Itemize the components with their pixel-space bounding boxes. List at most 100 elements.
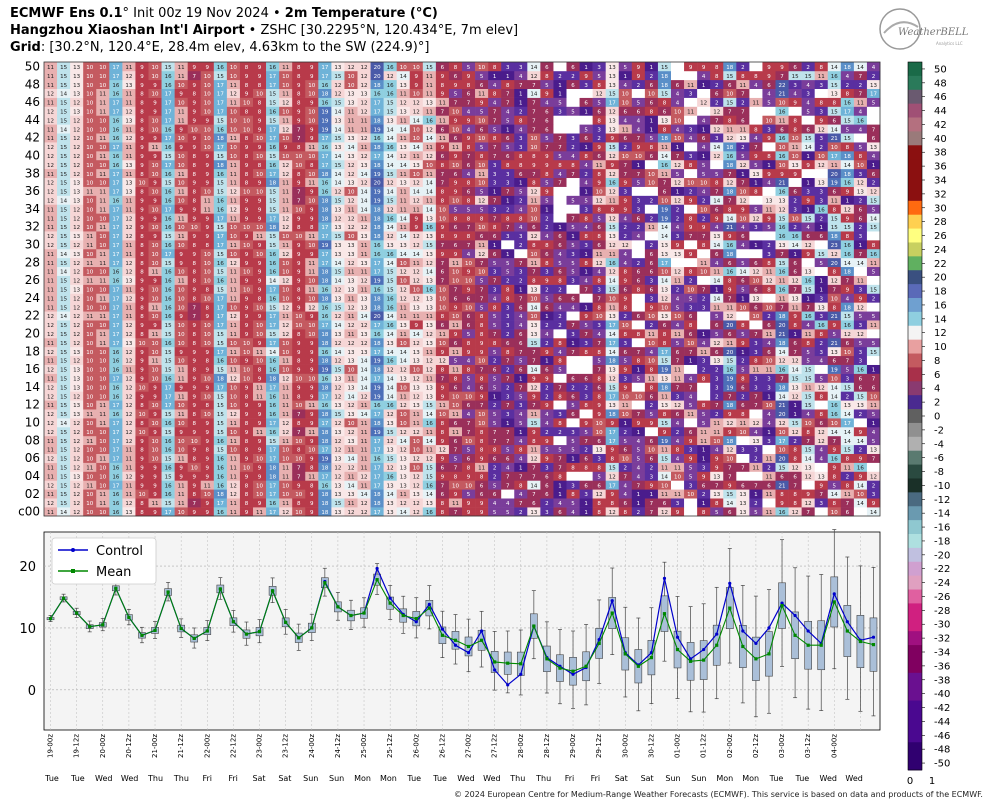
heatmap-cell-label: 15 [831,216,838,222]
heatmap-cell-label: 4 [558,501,562,507]
heatmap-cell [448,453,463,463]
heatmap-cell-label: 1 [545,207,549,213]
heatmap-cell-label: 11 [125,252,132,258]
heatmap-cell [305,489,319,499]
heatmap-cell-label: 8 [663,332,667,338]
heatmap-cell-label: 1 [676,190,680,196]
heatmap-cell-label: 12 [347,305,354,311]
heatmap-cell-label: 15 [779,466,786,472]
heatmap-cell-label: 11 [648,377,655,383]
heatmap-cell-label: 10 [400,279,407,285]
heatmap-cell-label: 12 [752,270,759,276]
heatmap-cell-label: 8 [245,501,249,507]
heatmap-cell-label: 19 [831,181,838,187]
heatmap-cell-label: 12 [47,368,54,374]
heatmap-cell-label: 10 [739,190,746,196]
heatmap-cell-label: 15 [609,225,616,231]
heatmap-cell [187,364,202,374]
heatmap-cell [527,462,541,472]
heatmap-cell-label: 9 [258,448,262,454]
heatmap-cell [305,471,319,481]
heatmap-cell-label: 7 [493,439,497,445]
heatmap-cell-label: 15 [217,225,224,231]
heatmap-cell-label: 3 [571,430,575,436]
heatmap-cell [57,426,71,437]
heatmap-cell-label: 6 [519,332,523,338]
heatmap-cell-label: 12 [125,412,132,418]
heatmap-cell [840,507,855,517]
heatmap-cell [710,409,724,419]
heatmap-cell-label: 7 [833,439,837,445]
heatmap-cell-label: 10 [230,394,237,400]
heatmap-cell [135,453,149,463]
heatmap-cell [644,373,659,383]
heatmap-cell-label: 6 [846,510,850,516]
heatmap-cell-label: 17 [112,341,119,347]
heatmap-cell-label: 5 [558,368,562,374]
heatmap-cell-label: 12 [334,190,341,196]
heatmap-cell-label: 14 [413,190,420,196]
heatmap-cell [213,391,228,401]
heatmap-cell-label: 11 [230,457,237,463]
heatmap-cell [239,409,254,419]
heatmap-cell-label: 16 [217,483,224,489]
heatmap-cell-label: 8 [637,332,641,338]
heatmap-cell-label: 8 [454,216,458,222]
heatmap-cell-label: 7 [532,350,536,356]
heatmap-cell [383,444,397,454]
heatmap-cell-label: 6 [597,243,601,249]
heatmap-cell-label: 1 [741,350,745,356]
heatmap-cell-label: 15 [426,466,433,472]
heatmap-cell-label: 10 [152,252,159,258]
heatmap-cell-label: 15 [805,216,812,222]
heatmap-cell-label: 5 [545,296,549,302]
heatmap-cell-label: 10 [86,394,93,400]
heatmap-cell-label: 5 [506,448,510,454]
heatmap-cell [396,391,411,401]
heatmap-cell-label: 9 [310,216,314,222]
heatmap-cell-label: 10 [413,368,420,374]
heatmap-cell [514,444,528,454]
heatmap-cell-label: 12 [361,474,368,480]
heatmap-cell-label: 12 [230,314,237,320]
heatmap-cell-label: 3 [493,181,497,187]
heatmap-cell-label: 10 [831,421,838,427]
heatmap-cell [279,391,293,401]
heatmap-cell-label: 12 [125,350,132,356]
heatmap-cell-label: 9 [728,287,732,293]
heatmap-cell [540,409,554,419]
heatmap-cell-label: 17 [165,207,172,213]
heatmap-cell [475,507,489,517]
heatmap-cell [57,480,71,490]
heatmap-cell-label: 0 [637,296,641,302]
heatmap-cell-label: 16 [165,466,172,472]
heatmap-cell-label: 16 [217,261,224,267]
heatmap-cell [174,507,188,517]
heatmap-cell [279,480,293,490]
heatmap-cell [566,418,580,428]
heatmap-cell [775,444,789,454]
heatmap-cell-label: 9 [297,341,301,347]
heatmap-cell [266,453,280,463]
heatmap-cell-label: 10 [243,190,250,196]
heatmap-cell [83,462,97,472]
heatmap-cell-label: 8 [140,421,144,427]
heatmap-cell-label: 10 [256,359,263,365]
heatmap-cell-label: 13 [413,359,420,365]
heatmap-cell-label: 7 [506,430,510,436]
heatmap-cell [226,498,241,508]
heatmap-cell [253,391,267,401]
heatmap-cell-label: 10 [178,448,185,454]
heatmap-cell-label: 11 [99,421,106,427]
heatmap-cell [96,453,110,463]
heatmap-cell [370,480,384,490]
heatmap-cell-label: 12 [125,377,132,383]
heatmap-cell-label: 9 [689,439,693,445]
heatmap-cell-label: 10 [243,341,250,347]
heatmap-cell-label: 10 [256,492,263,498]
heatmap-cell [657,498,672,508]
heatmap-cell-label: 0 [637,341,641,347]
heatmap-cell-label: 10 [138,492,145,498]
heatmap-cell-label: 9 [454,181,458,187]
heatmap-cell [70,382,84,392]
